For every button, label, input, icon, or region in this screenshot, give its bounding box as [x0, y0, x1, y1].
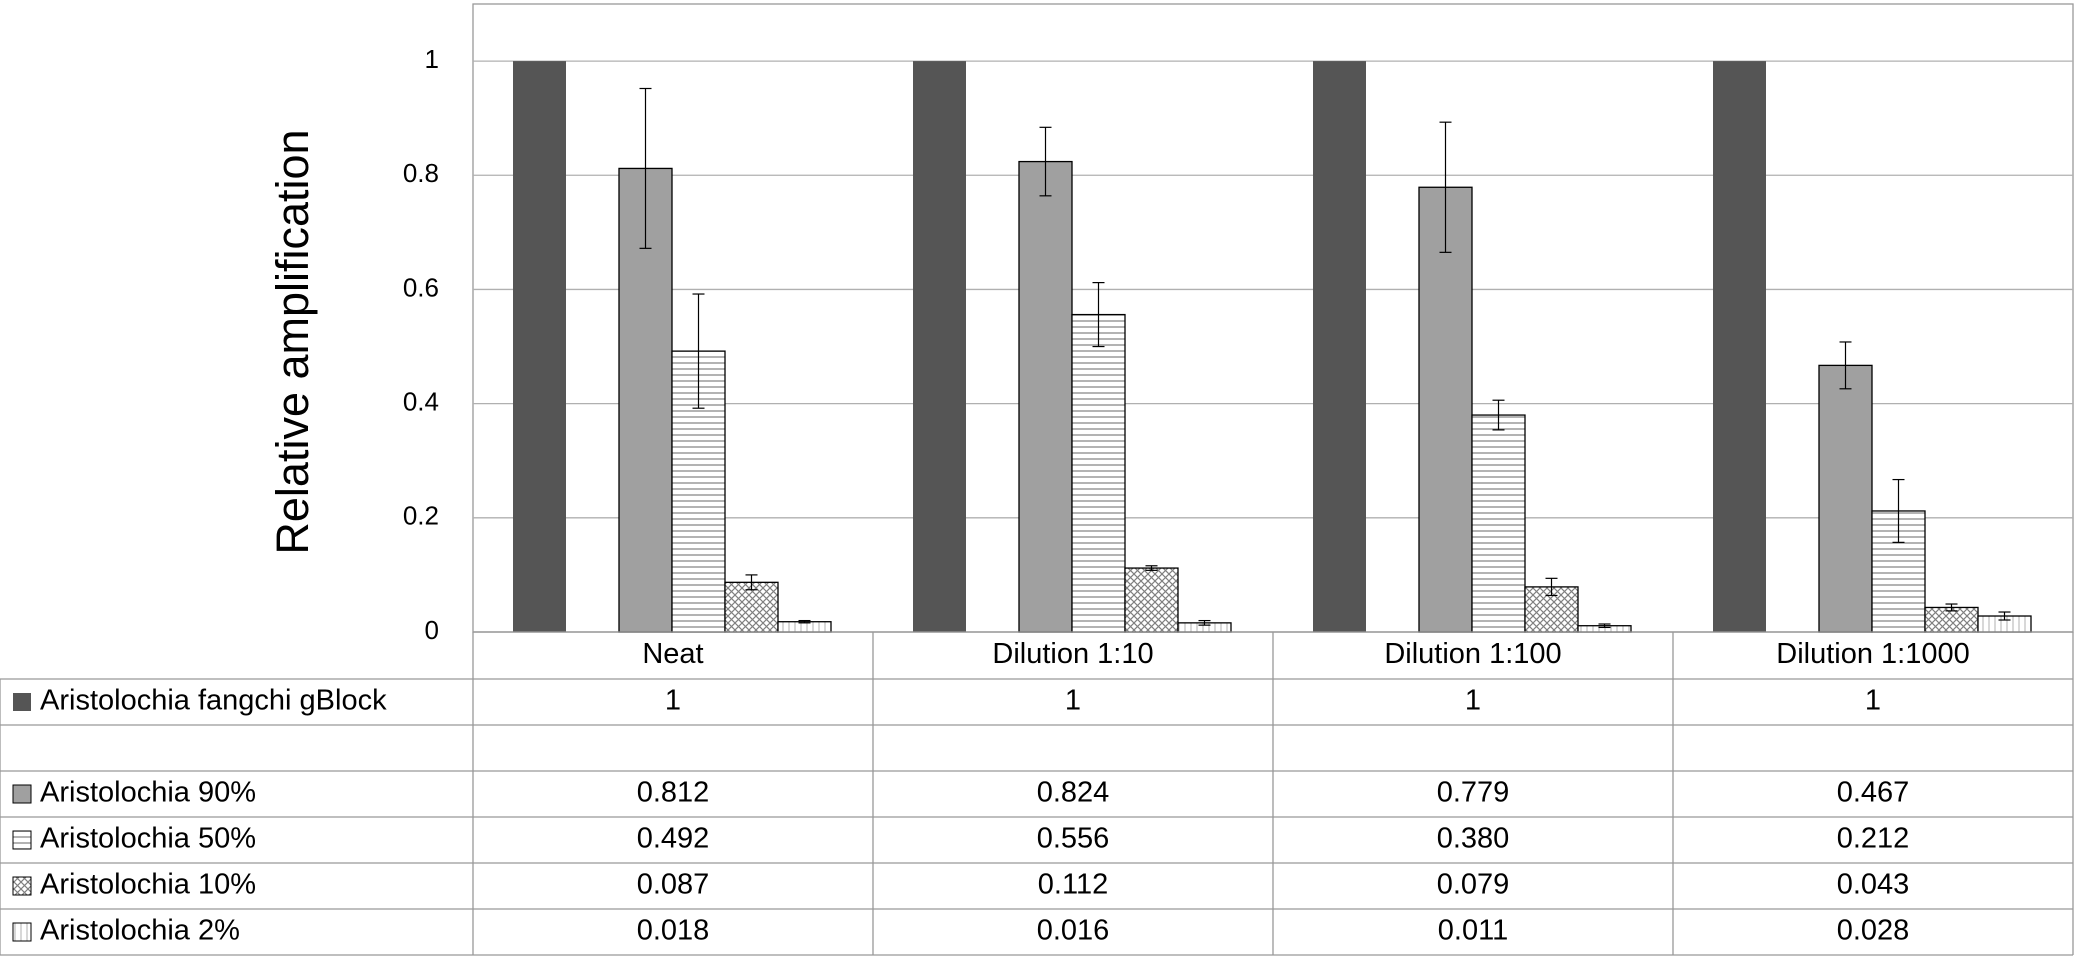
- table-value: 0.380: [1437, 823, 1510, 855]
- bar: [513, 61, 566, 633]
- bar: [1713, 61, 1766, 633]
- bar: [1124, 567, 1179, 633]
- legend-key: [12, 784, 32, 804]
- table-value: 0.016: [1037, 915, 1110, 947]
- x-tick-label: Dilution 1:10: [992, 638, 1153, 670]
- table-value: 0.079: [1437, 869, 1510, 901]
- table-value: 0.779: [1437, 777, 1510, 809]
- x-tick-label: Neat: [642, 638, 703, 670]
- y-tick-label: 0.8: [403, 158, 439, 188]
- bar: [1818, 364, 1873, 633]
- bar: [913, 61, 966, 633]
- legend-key: [12, 876, 32, 896]
- table-value: 0.467: [1837, 777, 1910, 809]
- table-value: 0.028: [1837, 915, 1910, 947]
- table-value: 0.824: [1037, 777, 1110, 809]
- legend-label: Aristolochia fangchi gBlock: [40, 685, 387, 717]
- legend-label: Aristolochia 10%: [40, 869, 256, 901]
- legend-key: [13, 693, 31, 711]
- bar: [1471, 414, 1526, 633]
- bar: [1313, 61, 1366, 633]
- table-value: 0.018: [637, 915, 710, 947]
- bar: [1018, 160, 1073, 633]
- table-value: 0.556: [1037, 823, 1110, 855]
- y-tick-label: 0.6: [403, 272, 439, 302]
- table-value: 0.087: [637, 869, 710, 901]
- legend-label: Aristolochia 50%: [40, 823, 256, 855]
- x-tick-label: Dilution 1:100: [1384, 638, 1561, 670]
- table-value: 0.492: [637, 823, 710, 855]
- bar: [1071, 313, 1126, 633]
- y-tick-label: 0.2: [403, 501, 439, 531]
- bar: [1418, 186, 1473, 633]
- legend-label: Aristolochia 2%: [40, 915, 240, 947]
- table-value: 1: [1865, 685, 1881, 717]
- table-value: 0.043: [1837, 869, 1910, 901]
- x-tick-label: Dilution 1:1000: [1776, 638, 1969, 670]
- legend-label: Aristolochia 90%: [40, 777, 256, 809]
- legend-key: [12, 830, 32, 850]
- y-tick-label: 0.4: [403, 387, 439, 417]
- table-value: 0.212: [1837, 823, 1910, 855]
- table-value: 0.812: [637, 777, 710, 809]
- table-value: 1: [1465, 685, 1481, 717]
- legend-key: [12, 922, 32, 942]
- y-tick-label: 1: [425, 44, 439, 74]
- table-value: 1: [1065, 685, 1081, 717]
- table-value: 0.011: [1438, 915, 1508, 947]
- y-tick-label: 0: [425, 615, 439, 645]
- table-value: 1: [665, 685, 681, 717]
- bar: [1924, 606, 1979, 633]
- table-value: 0.112: [1038, 869, 1108, 901]
- y-axis-label: Relative amplification: [267, 129, 318, 554]
